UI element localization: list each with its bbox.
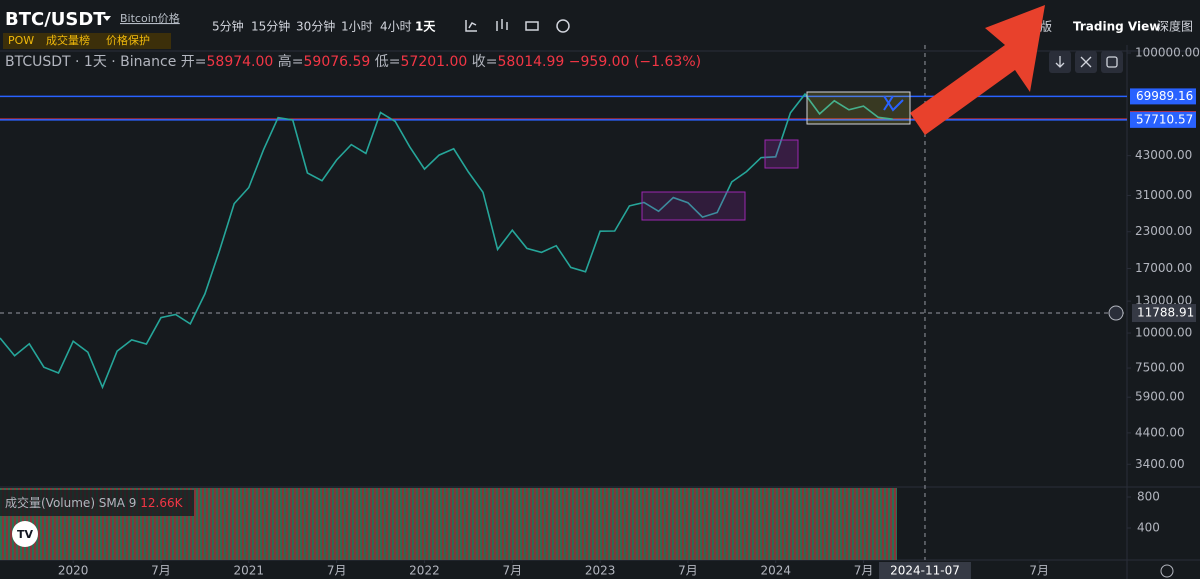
range-box[interactable] <box>764 139 799 169</box>
pattern-drawing[interactable] <box>883 95 904 112</box>
y-tick-label: 5900.00 <box>1135 390 1185 404</box>
tv-logo-text: TV <box>17 528 34 541</box>
interval[interactable]: 1小时 <box>341 20 373 34</box>
legend-title: BTCUSDT · 1天 · Binance <box>5 54 176 70</box>
x-tick-label: 7月 <box>854 564 874 578</box>
tv-logo <box>12 521 38 547</box>
icon <box>1080 56 1092 68</box>
button-icons <box>1055 56 1118 68</box>
price-line-series <box>0 92 893 390</box>
x-tick-label: 2022 <box>409 564 440 578</box>
y-tick-label: 31000.00 <box>1135 188 1192 202</box>
y-tick-label: 3400.00 <box>1135 457 1185 471</box>
x-tick-label: 7月 <box>678 564 698 578</box>
interval[interactable]: 4小时 <box>380 20 412 34</box>
interval[interactable]: 30分钟 <box>296 19 335 34</box>
interval[interactable]: 5分钟 <box>212 19 244 34</box>
x-tick-label: 2020 <box>58 564 89 578</box>
price-label-bg <box>1130 111 1196 128</box>
price-label: 69989.16 <box>1136 89 1193 103</box>
y-tick-label: 10000.00 <box>1135 326 1192 340</box>
volume-tick-label: 400 <box>1137 520 1160 534</box>
date-label: 2024-11-07 <box>890 564 960 578</box>
legend-change: −959.00 (−1.63%) <box>569 54 701 70</box>
x-tick-label: 2024 <box>760 564 791 578</box>
crosshair-label-bg <box>1132 304 1196 323</box>
tag[interactable]: 成交量榜 <box>46 33 90 47</box>
crosshair-plus <box>1108 305 1124 321</box>
add-icon[interactable] <box>556 19 570 33</box>
legend-label: 收= <box>472 54 498 70</box>
view-tab[interactable]: 深度图 <box>1157 19 1193 34</box>
y-tick-label: 43000.00 <box>1135 148 1192 162</box>
dropdown[interactable] <box>103 16 111 21</box>
view-tab[interactable]: Trading View <box>1073 20 1160 34</box>
indicator-icon[interactable] <box>465 20 477 32</box>
interval[interactable]: 15分钟 <box>251 19 290 34</box>
legend-value: 59076.59 <box>304 54 371 70</box>
legend-label: 高= <box>278 53 304 70</box>
price-label: 57710.57 <box>1136 112 1193 126</box>
tag-bg <box>3 33 171 49</box>
legend: BTCUSDT · 1天 · Binance 开=58974.00 高=5907… <box>5 53 701 70</box>
crosshair-label: 11788.91 <box>1137 306 1194 320</box>
x-tick-label: 7月 <box>151 564 171 578</box>
legend-value: 58014.99 <box>498 54 565 70</box>
x-tick-label: 7月 <box>1029 564 1049 578</box>
y-tick-label: 7500.00 <box>1135 361 1185 375</box>
legend-label: 低= <box>375 54 401 70</box>
interval[interactable]: 1天 <box>415 20 436 34</box>
volume-tick-label: 800 <box>1137 489 1160 503</box>
legend-value: 57201.00 <box>401 54 468 70</box>
x-tick-label: 7月 <box>327 564 347 578</box>
legend-value: 58974.00 <box>207 54 274 70</box>
button[interactable] <box>1101 51 1123 73</box>
tag[interactable]: 价格保护 <box>106 33 150 47</box>
y-tick-label: 17000.00 <box>1135 261 1192 275</box>
settings-icon[interactable] <box>1160 564 1174 578</box>
tool-icons <box>465 19 570 33</box>
link[interactable]: Bitcoin价格 <box>120 11 180 25</box>
x-tick-label: 2021 <box>234 564 265 578</box>
camera-icon[interactable] <box>525 21 539 31</box>
y-tick-label: 100000.00 <box>1135 46 1200 60</box>
price-label-bg <box>1130 88 1196 105</box>
y-tick-label: 23000.00 <box>1135 224 1192 238</box>
icon <box>1106 56 1118 68</box>
x-tick-label: 7月 <box>502 564 522 578</box>
date-label-bg <box>878 562 971 579</box>
legend-label: 开= <box>181 54 207 70</box>
volume-value: 12.66K <box>140 496 183 510</box>
x-tick-label: 2023 <box>585 564 616 578</box>
view-tab[interactable]: 版 <box>1040 20 1052 34</box>
tag[interactable]: POW <box>8 34 34 47</box>
candle-icon[interactable] <box>496 19 508 31</box>
volume-title: 成交量(Volume) SMA 9 <box>5 495 136 510</box>
symbol[interactable]: BTC/USDT <box>5 9 106 30</box>
volume-legend: 成交量(Volume) SMA 9 12.66K <box>5 495 184 510</box>
annotation-arrow <box>910 5 1045 135</box>
range-box[interactable] <box>641 191 746 221</box>
icon <box>1055 56 1065 68</box>
volume-legend-bg <box>0 490 194 516</box>
y-tick-label: 4400.00 <box>1135 425 1185 439</box>
